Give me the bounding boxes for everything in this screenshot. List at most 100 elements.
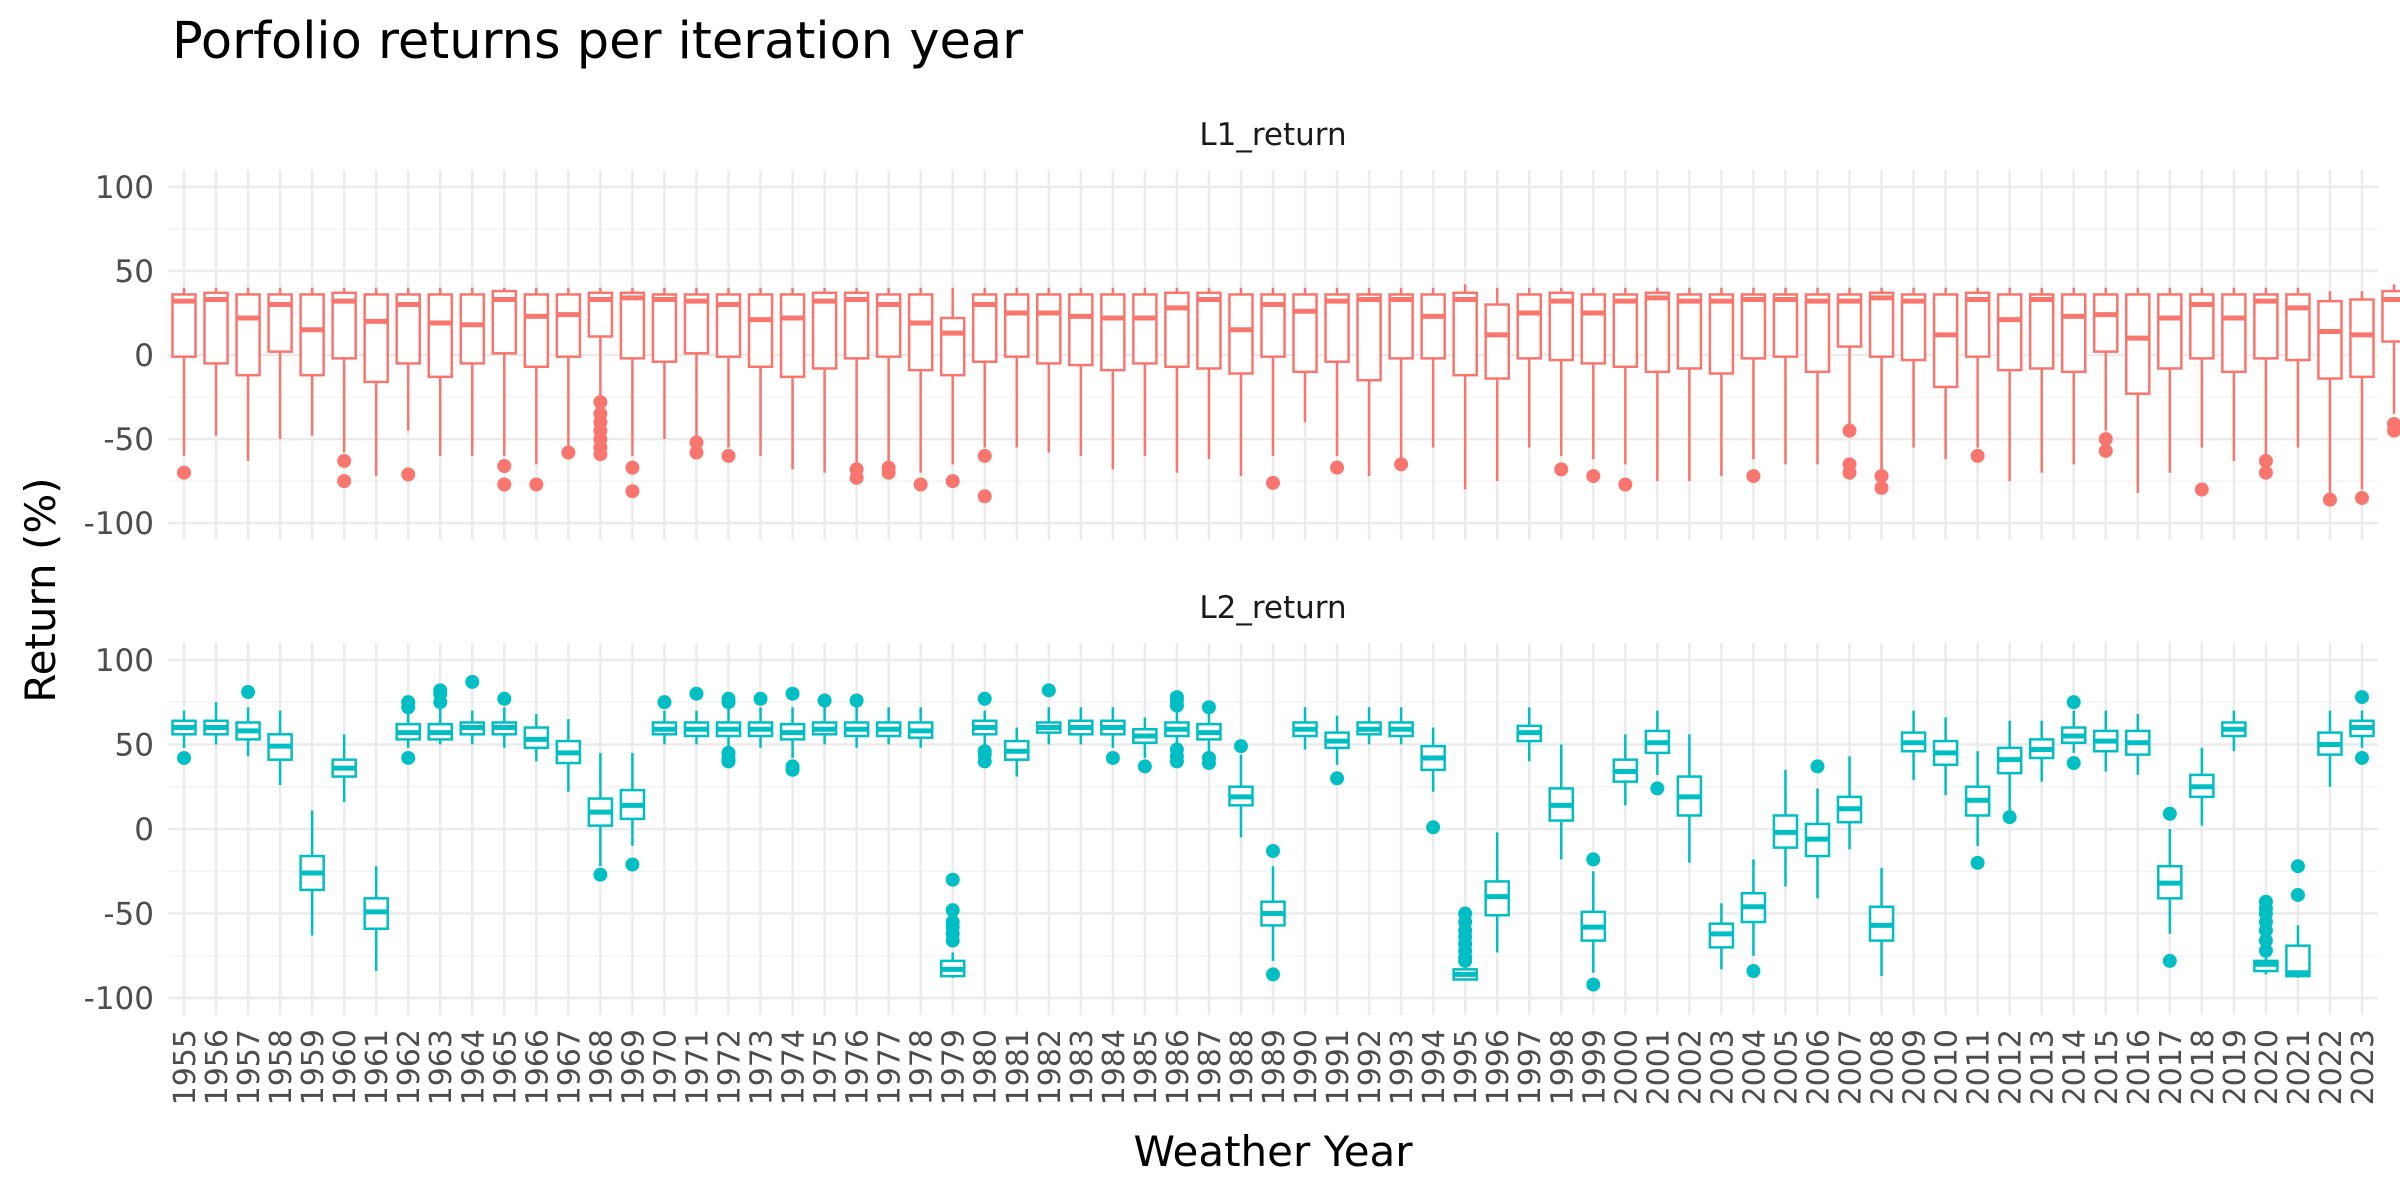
outlier-point [1746, 469, 1761, 484]
iqr-box [747, 293, 774, 369]
box-1973 [747, 287, 774, 456]
iqr-box [2253, 293, 2279, 360]
box-2009 [1900, 710, 1927, 780]
box-1957 [235, 685, 261, 757]
outlier-point [1330, 460, 1345, 475]
facet-label: L1_return [1199, 117, 1346, 153]
x-tick-label: 1958 [264, 1029, 299, 1105]
box-1999 [1580, 287, 1607, 484]
iqr-box [1676, 293, 1703, 370]
box-2010 [1932, 717, 1959, 796]
iqr-box [1388, 293, 1414, 360]
outlier-point [1233, 739, 1248, 754]
outlier-point [1874, 469, 1889, 484]
iqr-box [1356, 293, 1382, 382]
box-2023 [2349, 291, 2375, 505]
iqr-box [619, 291, 646, 360]
outlier-point [2066, 695, 2081, 710]
x-tick-label: 2009 [1898, 1029, 1933, 1105]
box-1974 [779, 686, 806, 777]
box-2002 [1676, 734, 1703, 863]
outlier-point [593, 447, 608, 462]
iqr-box [1068, 293, 1094, 367]
outlier-point [2258, 453, 2273, 468]
box-2018 [2189, 287, 2215, 497]
outlier-point [2290, 859, 2305, 874]
box-1964 [459, 287, 486, 456]
x-tick-label: 2023 [2346, 1029, 2381, 1105]
iqr-box [2157, 293, 2183, 370]
box-2014 [2060, 287, 2087, 465]
iqr-box [907, 293, 934, 372]
x-tick-label: 1994 [1417, 1029, 1452, 1105]
outlier-point [1746, 964, 1761, 979]
box-1999 [1580, 852, 1607, 992]
box-1971 [683, 287, 710, 460]
outlier-point [2387, 423, 2400, 438]
box-2008 [1868, 867, 1895, 977]
iqr-box [1324, 293, 1350, 363]
box-2015 [2092, 710, 2119, 772]
box-1958 [267, 710, 293, 786]
box-1990 [1292, 707, 1318, 750]
x-tick-label: 1985 [1129, 1029, 1164, 1105]
box-1997 [1516, 287, 1543, 448]
box-1994 [1420, 287, 1446, 448]
box-1995 [1452, 906, 1478, 981]
x-tick-label: 2008 [1866, 1029, 1901, 1105]
iqr-box [523, 293, 550, 369]
iqr-box [1900, 293, 1927, 362]
box-2007 [1836, 756, 1863, 850]
outlier-point [1554, 462, 1569, 477]
iqr-box [1003, 293, 1030, 358]
box-1978 [907, 287, 934, 492]
box-1960 [331, 734, 357, 802]
outlier-point [721, 745, 736, 760]
x-tick-label: 1998 [1545, 1029, 1580, 1105]
chart-title: Porfolio returns per iteration year [172, 12, 1023, 71]
iqr-box [1132, 293, 1158, 365]
outlier-point [497, 477, 512, 492]
iqr-box [1868, 291, 1895, 358]
y-tick-label: 50 [115, 254, 154, 290]
x-tick-label: 2016 [2122, 1029, 2157, 1105]
outlier-point [1169, 690, 1184, 705]
box-1993 [1388, 707, 1414, 745]
box-1980 [971, 691, 998, 769]
iqr-box [843, 291, 870, 360]
iqr-box [1996, 293, 2023, 372]
outlier-point [1137, 759, 1152, 774]
iqr-box [555, 293, 582, 358]
y-tick-label: 0 [134, 338, 154, 374]
iqr-box [875, 293, 902, 358]
box-2001 [1644, 710, 1671, 796]
iqr-box [715, 293, 742, 358]
box-2004 [1740, 287, 1767, 484]
box-1962 [395, 287, 421, 482]
iqr-box [1292, 293, 1318, 374]
box-1996 [1484, 832, 1510, 953]
iqr-box [1580, 293, 1607, 365]
iqr-box [1836, 293, 1863, 348]
outlier-point [561, 445, 576, 460]
outlier-point [689, 435, 704, 450]
box-1970 [651, 695, 678, 745]
box-1984 [1100, 287, 1126, 470]
box-1961 [363, 866, 389, 972]
x-tick-label: 2013 [2026, 1029, 2061, 1105]
outlier-point [753, 691, 768, 706]
iqr-box [267, 293, 293, 353]
iqr-box [1932, 293, 1959, 389]
box-1991 [1324, 715, 1350, 786]
outlier-point [817, 693, 832, 708]
iqr-box [1164, 291, 1190, 369]
outlier-point [1458, 953, 1473, 968]
x-tick-label: 2020 [2250, 1029, 2285, 1105]
x-tick-label: 1974 [777, 1029, 812, 1105]
box-2019 [2221, 287, 2247, 461]
box-2023 [2349, 690, 2375, 765]
iqr-box [235, 293, 261, 377]
x-tick-label: 1996 [1481, 1029, 1516, 1105]
outlier-point [497, 459, 512, 473]
x-tick-label: 2021 [2282, 1029, 2317, 1105]
